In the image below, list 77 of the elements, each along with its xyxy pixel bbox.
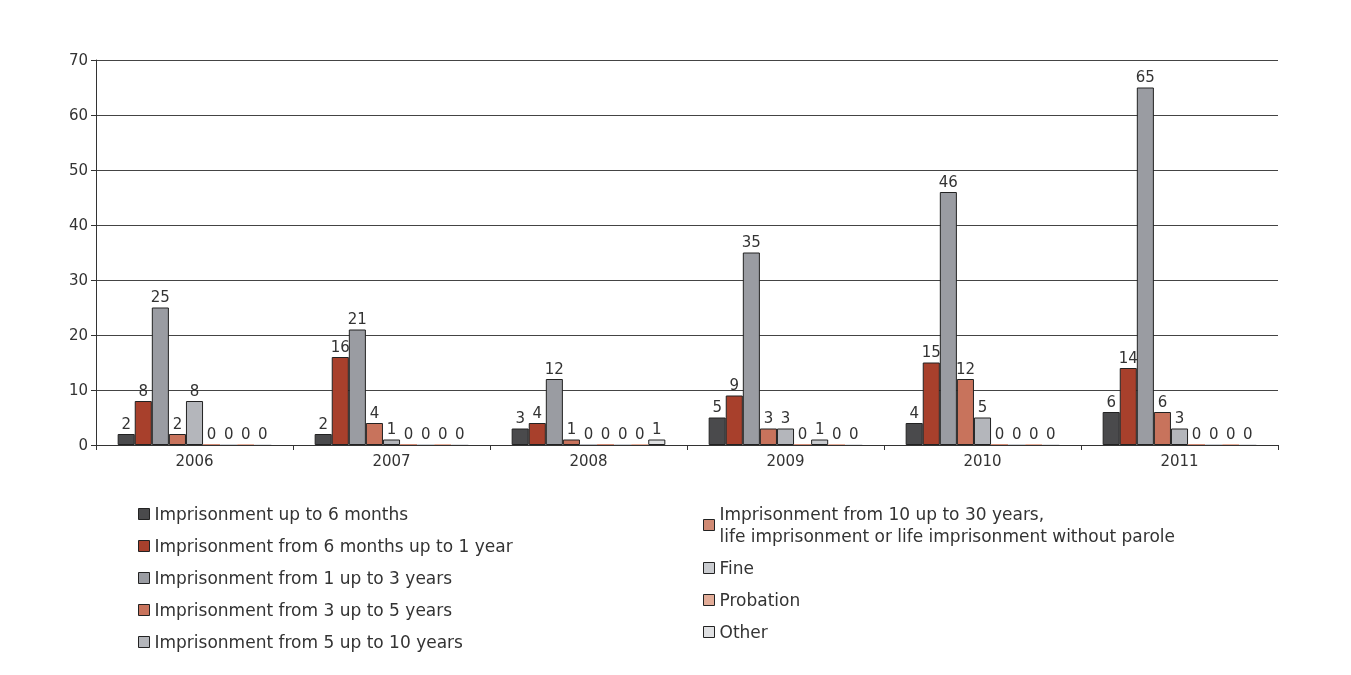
legend-label: Imprisonment from 6 months up to 1 year bbox=[154, 536, 513, 556]
data-label: 3 bbox=[515, 409, 525, 427]
data-label: 0 bbox=[600, 424, 611, 443]
y-tick-label: 50 bbox=[68, 161, 88, 179]
data-label: 0 bbox=[437, 424, 448, 443]
data-label: 15 bbox=[921, 343, 941, 361]
data-label: 5 bbox=[712, 398, 722, 416]
data-label: 0 bbox=[1243, 424, 1253, 443]
data-label: 0 bbox=[797, 424, 808, 443]
x-tick-label: 2007 bbox=[372, 451, 411, 470]
data-label: 0 bbox=[420, 424, 431, 443]
y-tick-label: 20 bbox=[68, 326, 88, 344]
data-label: 6 bbox=[1106, 392, 1116, 411]
x-tick-label: 2009 bbox=[766, 451, 805, 470]
data-label: 2 bbox=[318, 414, 328, 433]
data-label: 0 bbox=[1011, 424, 1022, 443]
data-label: 0 bbox=[634, 424, 645, 443]
bar bbox=[648, 439, 666, 445]
legend-label: Other bbox=[719, 622, 768, 642]
data-label: 9 bbox=[729, 376, 740, 394]
y-tick-label: 0 bbox=[78, 436, 88, 454]
data-label: 12 bbox=[544, 359, 564, 378]
y-tick-label: 10 bbox=[68, 381, 88, 399]
data-label: 0 bbox=[258, 424, 268, 443]
legend-label: Imprisonment from 5 up to 10 years bbox=[154, 632, 464, 652]
x-tick-label: 2010 bbox=[963, 451, 1002, 470]
data-label: 4 bbox=[369, 403, 380, 422]
data-label: 0 bbox=[455, 424, 465, 443]
x-tick-label: 2008 bbox=[569, 451, 608, 470]
data-label: 1 bbox=[566, 420, 577, 438]
data-label: 0 bbox=[831, 424, 842, 443]
data-label: 6 bbox=[1157, 392, 1168, 411]
data-label: 0 bbox=[994, 424, 1005, 443]
data-label: 1 bbox=[386, 420, 397, 438]
data-label: 0 bbox=[849, 424, 859, 443]
legend-label: Probation bbox=[719, 590, 801, 610]
data-label: 14 bbox=[1118, 348, 1138, 367]
data-label: 0 bbox=[1225, 424, 1236, 443]
y-tick-label: 60 bbox=[68, 106, 88, 124]
data-label: 3 bbox=[763, 409, 774, 427]
data-label: 4 bbox=[909, 403, 919, 422]
data-label: 21 bbox=[347, 310, 367, 328]
data-label: 0 bbox=[1191, 424, 1202, 443]
data-label: 4 bbox=[532, 403, 543, 422]
data-label: 0 bbox=[583, 424, 594, 443]
data-label: 0 bbox=[223, 424, 234, 443]
x-tick-label: 2011 bbox=[1160, 451, 1199, 470]
data-label: 3 bbox=[780, 409, 791, 427]
legend-label: Imprisonment from 10 up to 30 years, life imprisonment or life imprisonment without parole bbox=[719, 504, 1175, 546]
x-tick-label: 2006 bbox=[175, 451, 214, 470]
data-label: 12 bbox=[955, 359, 975, 378]
legend-label: Fine bbox=[719, 558, 754, 578]
data-label: 1 bbox=[652, 420, 662, 438]
data-label: 1 bbox=[814, 420, 825, 438]
data-label: 0 bbox=[1028, 424, 1039, 443]
data-label: 16 bbox=[330, 337, 350, 356]
data-label: 35 bbox=[741, 233, 761, 251]
data-label: 0 bbox=[1208, 424, 1219, 443]
legend-label: Imprisonment from 1 up to 3 years bbox=[154, 568, 453, 588]
bar bbox=[811, 439, 829, 445]
data-label: 65 bbox=[1135, 68, 1155, 86]
data-label: 0 bbox=[403, 424, 414, 443]
data-label: 25 bbox=[150, 288, 170, 306]
data-label: 46 bbox=[938, 172, 958, 191]
data-label: 3 bbox=[1174, 409, 1185, 427]
legend-label: Imprisonment from 3 up to 5 years bbox=[154, 600, 453, 620]
data-label: 0 bbox=[617, 424, 628, 443]
y-tick-label: 70 bbox=[68, 51, 88, 69]
data-label: 2 bbox=[121, 414, 131, 433]
y-tick-label: 30 bbox=[68, 271, 88, 289]
legend-label: Imprisonment up to 6 months bbox=[154, 504, 409, 524]
data-label: 0 bbox=[206, 424, 217, 443]
data-label: 0 bbox=[240, 424, 251, 443]
data-label: 5 bbox=[977, 398, 988, 416]
data-label: 2 bbox=[172, 414, 183, 433]
data-label: 0 bbox=[1046, 424, 1056, 443]
y-tick-label: 40 bbox=[68, 216, 88, 234]
